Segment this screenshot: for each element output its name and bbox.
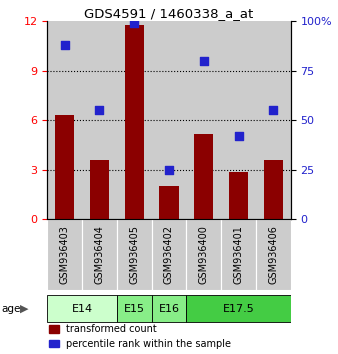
Text: E15: E15	[124, 304, 145, 314]
Text: GSM936406: GSM936406	[268, 225, 278, 284]
Bar	[152, 295, 186, 322]
Text: GSM936402: GSM936402	[164, 225, 174, 284]
Text: E14: E14	[72, 304, 93, 314]
Point	[131, 21, 137, 26]
Bar	[125, 24, 144, 219]
Bar	[256, 219, 291, 290]
Bar	[186, 21, 221, 219]
Bar	[117, 295, 152, 322]
Point	[166, 167, 172, 173]
Title: GDS4591 / 1460338_a_at: GDS4591 / 1460338_a_at	[84, 7, 254, 20]
Bar	[256, 21, 291, 219]
Bar	[160, 187, 178, 219]
Text: GSM936404: GSM936404	[94, 225, 104, 284]
Text: GSM936401: GSM936401	[234, 225, 244, 284]
Bar	[47, 295, 117, 322]
Bar	[47, 21, 82, 219]
Point	[271, 108, 276, 113]
Point	[97, 108, 102, 113]
Text: GSM936405: GSM936405	[129, 225, 139, 284]
Bar	[264, 160, 283, 219]
Bar	[221, 21, 256, 219]
Point	[201, 58, 207, 64]
Bar	[186, 219, 221, 290]
Bar	[47, 219, 82, 290]
Text: GSM936403: GSM936403	[60, 225, 70, 284]
Bar	[152, 219, 186, 290]
Point	[236, 133, 241, 139]
Text: GSM936400: GSM936400	[199, 225, 209, 284]
Bar	[117, 219, 152, 290]
Bar	[186, 295, 291, 322]
Legend: transformed count, percentile rank within the sample: transformed count, percentile rank withi…	[49, 324, 231, 349]
Bar	[55, 115, 74, 219]
Bar	[90, 160, 109, 219]
Bar	[221, 219, 256, 290]
Bar	[194, 133, 213, 219]
Text: E16: E16	[159, 304, 179, 314]
Bar	[229, 172, 248, 219]
Bar	[117, 21, 152, 219]
Text: age: age	[2, 304, 21, 314]
Text: ▶: ▶	[20, 304, 28, 314]
Bar	[82, 219, 117, 290]
Point	[62, 42, 67, 48]
Bar	[82, 21, 117, 219]
Bar	[152, 21, 186, 219]
Text: E17.5: E17.5	[223, 304, 255, 314]
